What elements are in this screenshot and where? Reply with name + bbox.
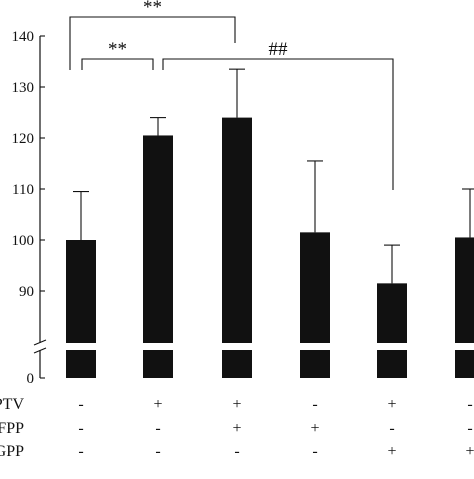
bar (222, 117, 252, 343)
treatment-mark: - (312, 396, 317, 413)
treatment-mark: + (232, 396, 241, 413)
bar-lower-segment (300, 350, 330, 378)
bar-lower-segment (66, 350, 96, 378)
treatment-mark: + (465, 443, 474, 460)
bar (377, 283, 407, 343)
bar-lower-segment (377, 350, 407, 378)
y-tick-label: 110 (12, 182, 34, 198)
bar-lower-segment (455, 350, 474, 378)
treatment-mark: - (312, 443, 317, 460)
treatment-mark: + (310, 420, 319, 437)
treatment-mark: + (387, 396, 396, 413)
treatment-mark: - (467, 420, 472, 437)
bar (143, 135, 173, 343)
bar-lower-segment (143, 350, 173, 378)
treatment-mark: - (155, 420, 160, 437)
treatment-mark: - (78, 420, 83, 437)
treatment-label: FPP (0, 420, 24, 437)
treatment-mark: - (78, 396, 83, 413)
treatment-label: PTV (0, 396, 24, 413)
bar-lower-segment (222, 350, 252, 378)
treatment-mark: - (78, 443, 83, 460)
treatment-mark: - (155, 443, 160, 460)
y-tick-label: 90 (19, 284, 34, 300)
significance-bracket (81, 58, 154, 70)
treatment-mark: + (387, 443, 396, 460)
bar (300, 232, 330, 343)
treatment-mark: + (232, 420, 241, 437)
treatment-mark: - (467, 396, 472, 413)
significance-bracket (69, 16, 236, 70)
y-tick-label: 140 (12, 29, 35, 45)
axis-break-mark (33, 339, 47, 346)
treatment-mark: - (234, 443, 239, 460)
treatment-mark: - (389, 420, 394, 437)
treatment-mark: + (153, 396, 162, 413)
y-tick-label: 130 (12, 80, 35, 96)
bar (66, 240, 96, 343)
axis-break-mark (33, 347, 47, 354)
significance-bracket (162, 58, 394, 190)
significance-bracket-label: ** (143, 0, 162, 18)
significance-bracket-label: ** (108, 39, 127, 60)
treatment-label: GPP (0, 443, 24, 460)
y-tick-label: 0 (27, 371, 35, 387)
significance-bracket-label: ## (269, 39, 289, 60)
y-tick-label: 100 (12, 233, 35, 249)
y-tick-label: 120 (12, 131, 35, 147)
bar (455, 237, 474, 343)
